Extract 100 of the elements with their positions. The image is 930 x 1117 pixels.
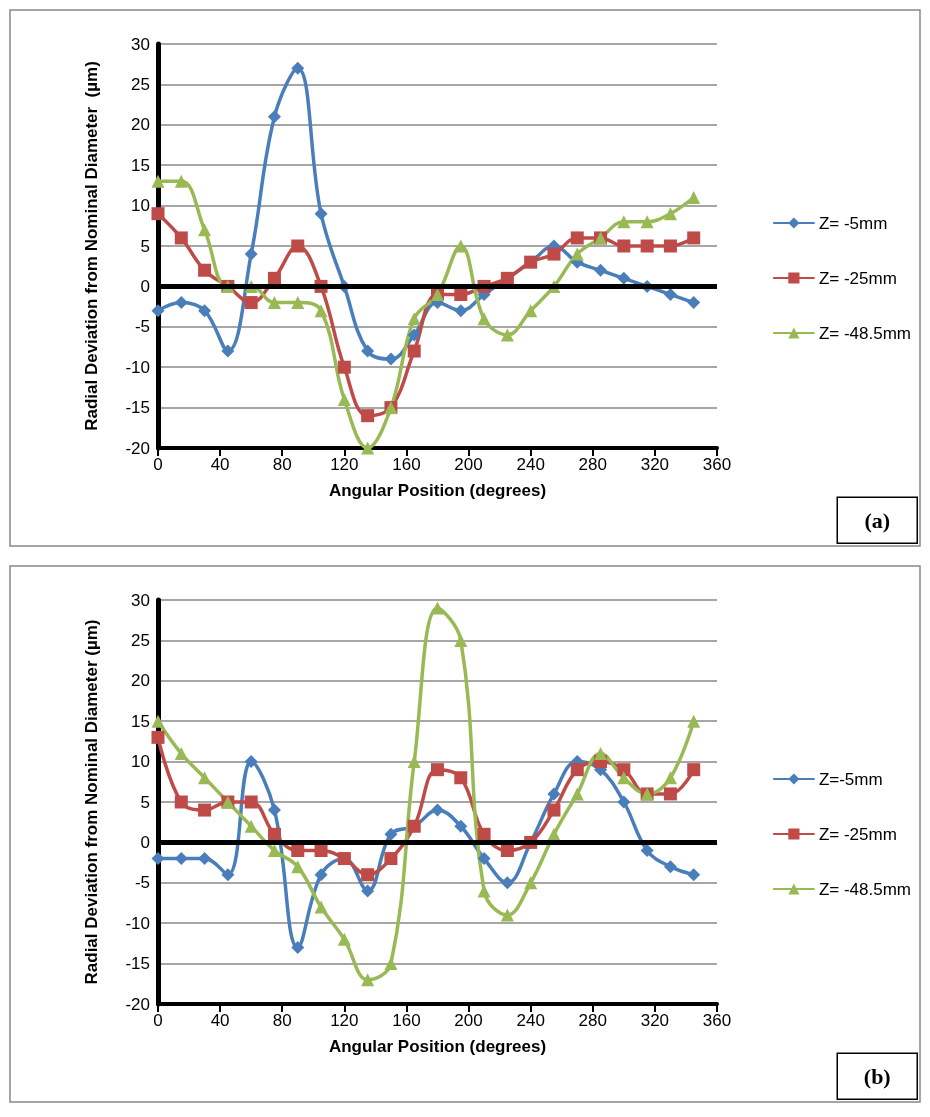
point <box>477 884 491 898</box>
legend-label: Z= -48.5mm <box>818 323 911 343</box>
point <box>291 296 305 310</box>
text: (a) <box>864 507 891 533</box>
legend-label: Z=-5mm <box>818 769 883 789</box>
point <box>267 827 281 841</box>
point <box>291 61 305 75</box>
point <box>663 287 677 301</box>
point <box>477 852 491 866</box>
y-tick-label: 20 <box>131 115 150 135</box>
point <box>687 296 701 310</box>
point <box>291 860 305 874</box>
point <box>547 803 561 817</box>
x-tick-label: 160 <box>392 455 421 474</box>
point <box>361 973 375 987</box>
point <box>454 304 468 318</box>
point <box>151 207 165 221</box>
point <box>617 795 631 809</box>
y-tick-label: 30 <box>131 34 150 54</box>
point <box>594 263 608 277</box>
x-tick-label: 280 <box>578 455 607 474</box>
point <box>244 755 258 769</box>
point <box>174 174 188 188</box>
y-tick-label: 25 <box>131 630 150 650</box>
point <box>291 843 305 857</box>
point <box>431 763 444 777</box>
point <box>640 215 654 229</box>
point <box>687 714 701 728</box>
point <box>314 868 328 882</box>
point <box>174 852 188 866</box>
y-tick-label: 5 <box>140 792 150 812</box>
point <box>687 231 701 245</box>
x-tick-label: 80 <box>272 455 292 474</box>
point <box>500 908 514 922</box>
point <box>663 771 677 785</box>
point <box>198 852 212 866</box>
point <box>640 239 654 253</box>
point <box>663 239 677 253</box>
point <box>594 747 608 761</box>
point <box>244 795 258 809</box>
point <box>267 843 281 857</box>
point <box>687 763 701 777</box>
point <box>337 360 351 374</box>
point <box>407 344 421 358</box>
point <box>314 304 328 318</box>
legend-label: Z= -25mm <box>818 268 897 288</box>
x-tick-label: 120 <box>330 455 359 474</box>
point <box>617 771 631 785</box>
x-tick-label: 120 <box>330 1011 359 1030</box>
x-tick-label: 320 <box>640 1011 670 1030</box>
point <box>151 174 165 188</box>
point <box>617 763 631 777</box>
legend-label: Z= -48.5mm <box>818 879 911 899</box>
point <box>570 763 584 777</box>
y-tick-label: -5 <box>134 873 150 893</box>
point <box>570 231 584 245</box>
y-tick-label: 25 <box>131 74 150 94</box>
point <box>663 787 677 801</box>
point <box>500 876 514 890</box>
x-tick-label: 360 <box>702 1011 732 1030</box>
y-tick-label: 5 <box>140 236 150 256</box>
point <box>617 271 631 285</box>
y-tick-label: -20 <box>125 438 150 458</box>
point <box>221 868 235 882</box>
point <box>431 601 444 615</box>
point <box>267 803 281 817</box>
point <box>198 263 212 277</box>
x-tick-label: 40 <box>210 1011 230 1030</box>
y-tick-label: -15 <box>125 954 150 974</box>
text: (b) <box>863 1063 891 1089</box>
point <box>151 304 165 318</box>
point <box>151 852 165 866</box>
point <box>198 771 212 785</box>
y-tick-label: 0 <box>140 276 150 296</box>
y-tick-label: 15 <box>131 155 150 175</box>
x-tick-label: 40 <box>210 455 230 474</box>
x-axis-title: Angular Position (degrees) <box>328 481 547 500</box>
x-tick-label: 200 <box>454 1011 483 1030</box>
point <box>407 328 421 342</box>
point <box>361 344 375 358</box>
point <box>314 843 328 857</box>
x-tick-label: 360 <box>702 455 732 474</box>
point <box>361 884 375 898</box>
y-tick-label: 15 <box>131 711 150 731</box>
point <box>244 819 258 833</box>
point <box>477 827 491 841</box>
x-tick-label: 0 <box>153 1011 163 1030</box>
y-tick-label: 0 <box>140 832 150 852</box>
y-tick-label: -5 <box>134 317 150 337</box>
point <box>314 207 328 221</box>
point <box>384 827 398 841</box>
x-tick-label: 240 <box>516 455 545 474</box>
point <box>617 239 631 253</box>
point <box>454 819 468 833</box>
point <box>570 247 584 261</box>
y-tick-label: -15 <box>125 398 150 418</box>
point <box>384 957 398 971</box>
point <box>687 191 701 205</box>
point <box>198 223 212 237</box>
point <box>151 714 165 728</box>
